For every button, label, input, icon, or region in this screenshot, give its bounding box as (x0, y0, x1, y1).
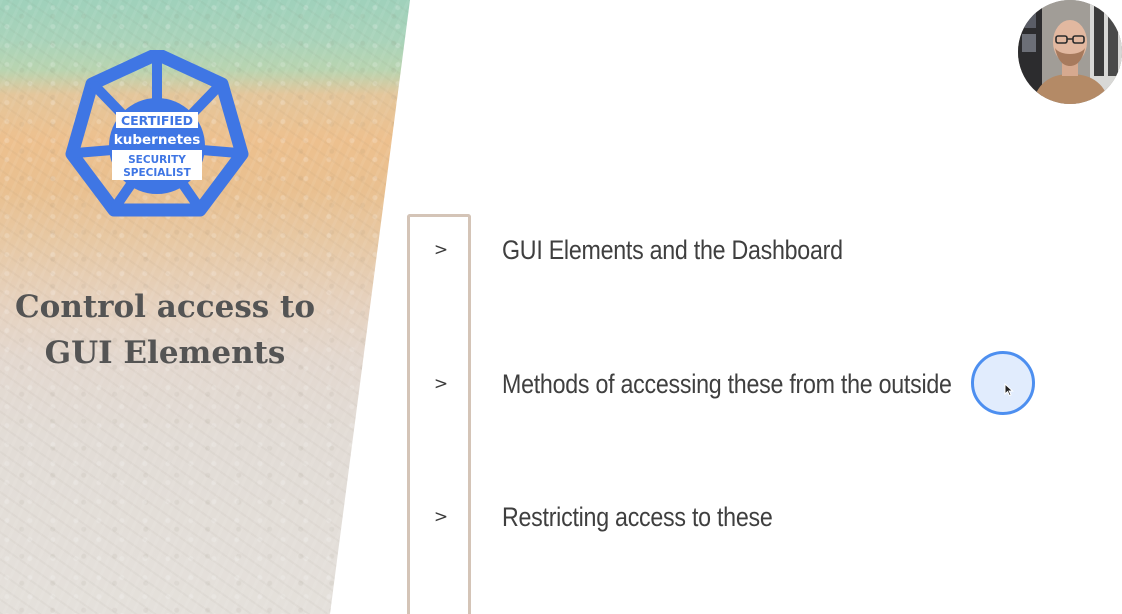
kubernetes-helm-badge-icon: CERTIFIED kubernetes SECURITY SPECIALIST (65, 50, 249, 217)
topic-item-restricting-access: > Restricting access to these (407, 497, 1107, 537)
topic-item-gui-elements: > GUI Elements and the Dashboard (407, 230, 1107, 270)
badge-line-kubernetes: kubernetes (114, 132, 200, 148)
presenter-avatar (1018, 0, 1122, 104)
slide-title: Control access to GUI Elements (0, 284, 330, 376)
topic-list-frame (407, 214, 471, 614)
slide-title-line-2: GUI Elements (44, 335, 286, 371)
slide-title-line-1: Control access to (14, 289, 316, 325)
badge-line-certified: CERTIFIED (121, 113, 193, 128)
mouse-pointer-icon (1004, 383, 1014, 397)
certification-badge: CERTIFIED kubernetes SECURITY SPECIALIST (62, 50, 252, 236)
chevron-right-icon: > (433, 240, 449, 260)
chevron-right-icon: > (433, 507, 449, 527)
badge-line-security: SECURITY (128, 154, 186, 166)
cursor-highlight (971, 351, 1035, 415)
topic-item-label: Methods of accessing these from the outs… (502, 368, 952, 399)
badge-line-specialist: SPECIALIST (123, 167, 191, 179)
presenter-webcam (1018, 0, 1122, 104)
chevron-right-icon: > (433, 374, 449, 394)
topic-item-access-methods: > Methods of accessing these from the ou… (407, 364, 1107, 404)
topic-item-label: Restricting access to these (502, 501, 773, 532)
topic-item-label: GUI Elements and the Dashboard (502, 234, 843, 265)
